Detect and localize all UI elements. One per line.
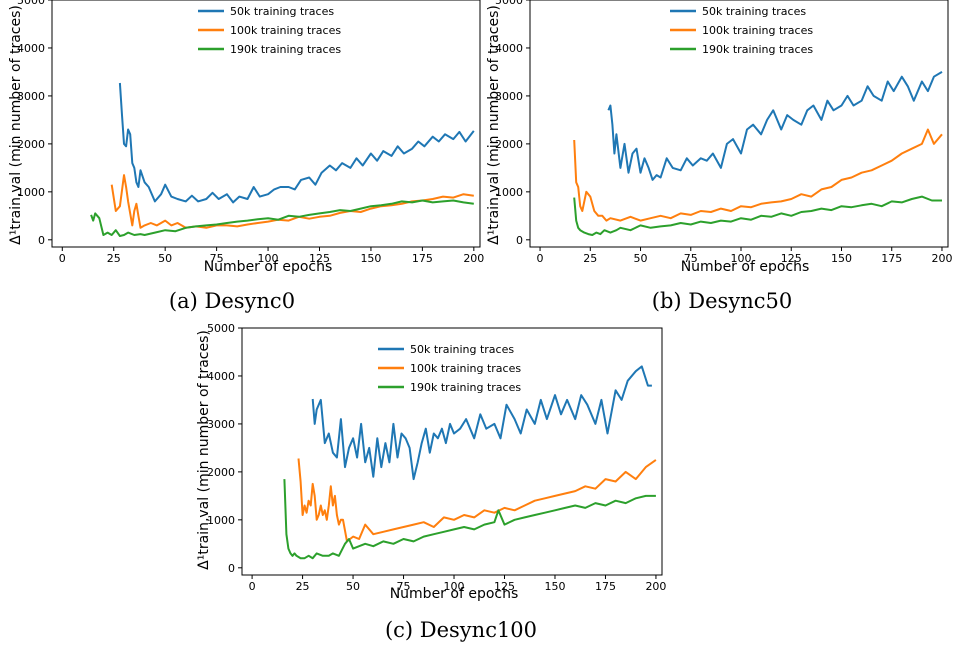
- y-tick-label: 3000: [207, 418, 235, 431]
- x-tick-label: 25: [583, 252, 597, 265]
- y-tick-label: 0: [38, 234, 45, 247]
- legend-label: 100k training traces: [230, 24, 341, 37]
- y-axis-label: Δ¹train,val (min number of traces): [8, 5, 24, 245]
- y-tick-label: 0: [228, 562, 235, 575]
- x-tick-label: 200: [645, 580, 666, 593]
- series-line: [297, 458, 657, 543]
- chart-panel-desync50: Δ¹train,val (min number of traces) Numbe…: [486, 0, 952, 313]
- y-tick-label: 3000: [17, 90, 45, 103]
- y-tick-label: 3000: [495, 90, 523, 103]
- x-tick-label: 125: [781, 252, 802, 265]
- legend-label: 50k training traces: [702, 5, 806, 18]
- series-line: [118, 82, 475, 204]
- x-tick-label: 150: [360, 252, 381, 265]
- x-tick-label: 175: [412, 252, 433, 265]
- x-tick-label: 125: [494, 580, 515, 593]
- x-tick-label: 75: [397, 580, 411, 593]
- panel-caption: (b) Desync50: [652, 289, 792, 313]
- x-tick-label: 100: [731, 252, 752, 265]
- x-tick-label: 150: [544, 580, 565, 593]
- y-tick-label: 2000: [495, 138, 523, 151]
- legend-label: 50k training traces: [230, 5, 334, 18]
- x-tick-label: 100: [258, 252, 279, 265]
- y-tick-label: 1000: [495, 186, 523, 199]
- legend-label: 190k training traces: [410, 381, 521, 394]
- y-tick-label: 2000: [207, 466, 235, 479]
- series-line: [573, 195, 942, 236]
- x-axis-label: Number of epochs: [390, 586, 519, 602]
- legend-label: 100k training traces: [410, 362, 521, 375]
- legend-label: 50k training traces: [410, 343, 514, 356]
- y-tick-label: 1000: [17, 186, 45, 199]
- y-tick-label: 0: [516, 234, 523, 247]
- x-tick-label: 200: [463, 252, 484, 265]
- y-tick-label: 4000: [17, 42, 45, 55]
- x-tick-label: 0: [59, 252, 66, 265]
- y-tick-label: 5000: [495, 0, 523, 7]
- y-axis-label: Δ¹train,val (min number of traces): [486, 5, 502, 245]
- x-tick-label: 125: [309, 252, 330, 265]
- y-tick-label: 2000: [17, 138, 45, 151]
- x-tick-label: 50: [158, 252, 172, 265]
- x-axis-label: Number of epochs: [681, 259, 810, 275]
- x-tick-label: 175: [881, 252, 902, 265]
- series-line: [90, 199, 474, 237]
- x-tick-label: 50: [634, 252, 648, 265]
- y-tick-label: 4000: [207, 370, 235, 383]
- legend-label: 190k training traces: [230, 43, 341, 56]
- x-tick-label: 150: [831, 252, 852, 265]
- series-line: [110, 174, 474, 229]
- plot-frame: [51, 0, 481, 248]
- chart-panel-desync100: Δ¹train,val (min number of traces) Numbe…: [196, 322, 666, 642]
- legend-label: 100k training traces: [702, 24, 813, 37]
- y-tick-label: 5000: [207, 322, 235, 335]
- x-tick-label: 0: [249, 580, 256, 593]
- x-tick-label: 50: [346, 580, 360, 593]
- plot-frame: [529, 0, 949, 248]
- plot-frame: [241, 327, 663, 576]
- x-tick-label: 100: [444, 580, 465, 593]
- y-tick-label: 4000: [495, 42, 523, 55]
- y-tick-label: 1000: [207, 514, 235, 527]
- x-axis-label: Number of epochs: [204, 259, 333, 275]
- x-tick-label: 0: [537, 252, 544, 265]
- y-axis-label: Δ¹train,val (min number of traces): [196, 330, 212, 570]
- series-line: [573, 128, 943, 222]
- x-tick-label: 75: [684, 252, 698, 265]
- panel-caption: (a) Desync0: [169, 289, 295, 313]
- legend-label: 190k training traces: [702, 43, 813, 56]
- series-line: [311, 365, 652, 481]
- x-tick-label: 75: [210, 252, 224, 265]
- chart-panel-desync0: Δ¹train,val (min number of traces) Numbe…: [8, 0, 484, 313]
- y-tick-label: 5000: [17, 0, 45, 7]
- x-tick-label: 175: [595, 580, 616, 593]
- panel-caption: (c) Desync100: [385, 618, 537, 642]
- x-tick-label: 200: [931, 252, 952, 265]
- series-line: [607, 71, 943, 181]
- x-tick-label: 25: [296, 580, 310, 593]
- series-line: [283, 479, 656, 560]
- x-tick-label: 25: [107, 252, 121, 265]
